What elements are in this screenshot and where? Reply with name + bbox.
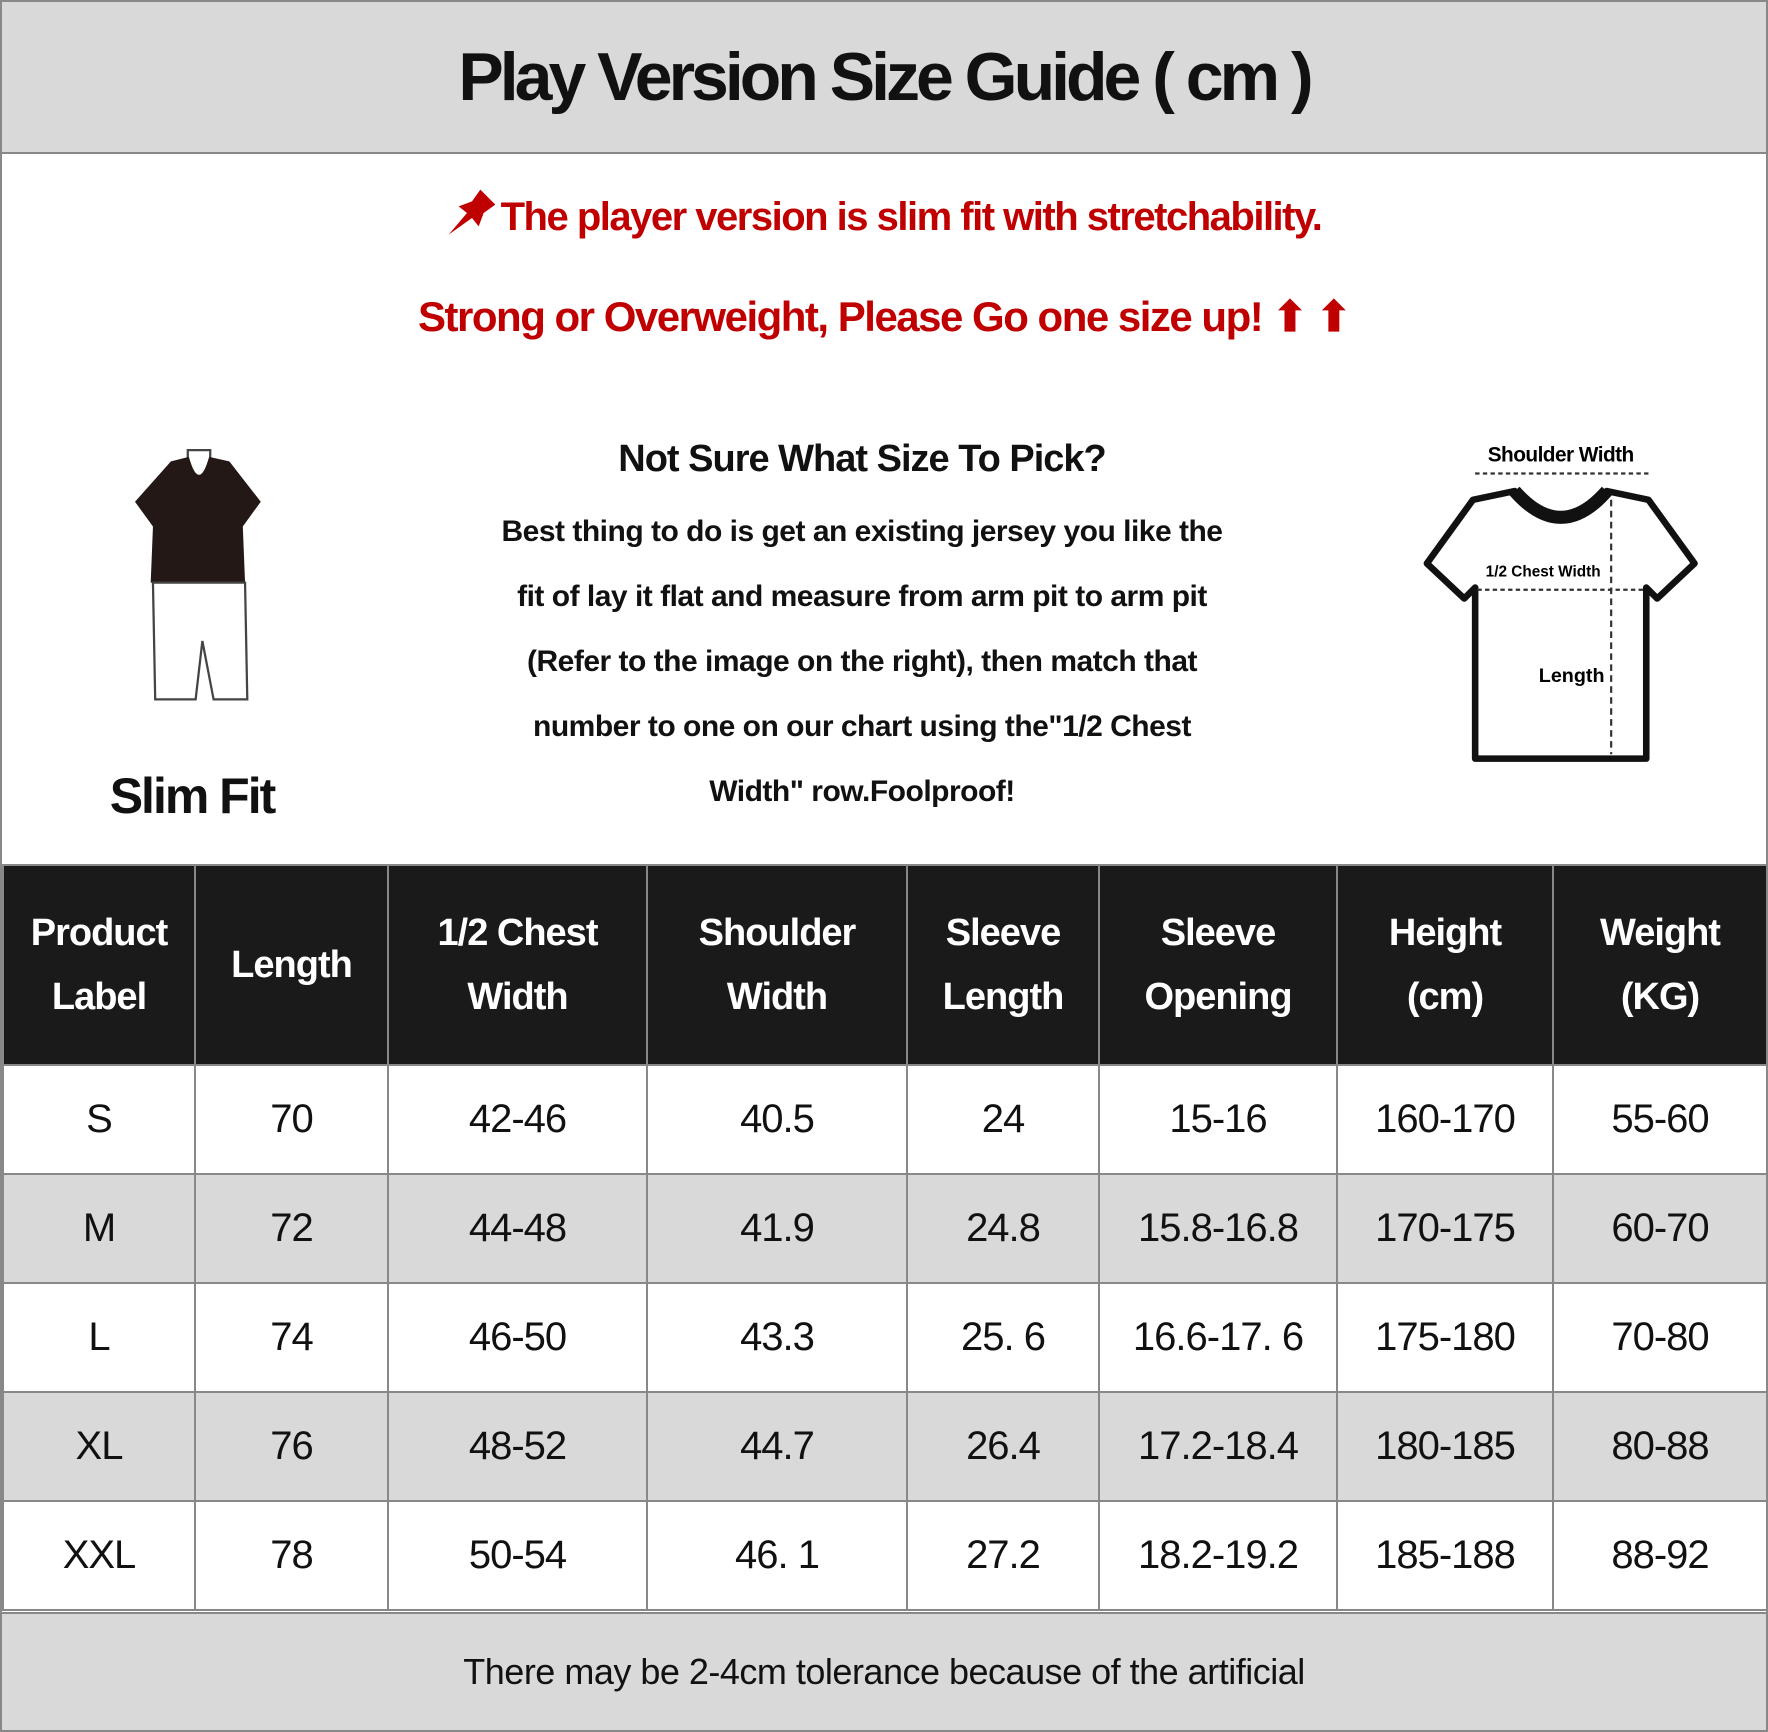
table-cell: 185-188	[1336, 1500, 1554, 1611]
pushpin-icon	[448, 189, 495, 235]
table-cell: 24	[906, 1064, 1100, 1175]
table-cell: 70	[194, 1064, 389, 1175]
table-cell: 76	[194, 1391, 389, 1502]
column-header-line: (cm)	[1406, 976, 1484, 1018]
guide-text: Best thing to do is get an existing jers…	[292, 499, 1432, 824]
table-cell: 48-52	[387, 1391, 648, 1502]
table-cell: 170-175	[1336, 1173, 1554, 1284]
guide-line: Best thing to do is get an existing jers…	[501, 515, 1224, 548]
column-header-line: Weight	[1600, 912, 1721, 954]
table-cell: 43.3	[646, 1282, 908, 1393]
table-cell: 160-170	[1336, 1064, 1554, 1175]
table-cell: 78	[194, 1500, 389, 1611]
table-cell: 175-180	[1336, 1282, 1554, 1393]
column-header-line: Opening	[1144, 976, 1292, 1018]
table-cell: XL	[2, 1391, 196, 1502]
column-header-line: Width	[467, 976, 568, 1018]
table-cell: 44.7	[646, 1391, 908, 1502]
table-cell: 180-185	[1336, 1391, 1554, 1502]
tshirt-diagram-icon: Shoulder Width 1/2 Chest Width Length	[1423, 443, 1698, 762]
table-cell: 15-16	[1098, 1064, 1338, 1175]
fit-label: Slim Fit	[109, 768, 277, 824]
table-cell: 24.8	[906, 1173, 1100, 1284]
column-header-line: Height	[1388, 912, 1502, 954]
guide-line: fit of lay it flat and measure from arm …	[517, 580, 1207, 613]
table-cell: 18.2-19.2	[1098, 1500, 1338, 1611]
column-header-line: Label	[51, 976, 147, 1018]
table-cell: XXL	[2, 1500, 196, 1611]
table-cell: 46-50	[387, 1282, 648, 1393]
guide-line: Width" row.Foolproof!	[709, 775, 1015, 808]
column-header: Shoulder Width	[646, 864, 908, 1066]
page-title: Play Version Size Guide ( cm )	[2, 2, 1766, 154]
table-cell: 46. 1	[646, 1500, 908, 1611]
table-cell: 17.2-18.4	[1098, 1391, 1338, 1502]
table-row: S 70 42-46 40.5 24 15-16 160-170 55-60	[2, 1064, 1768, 1175]
table-cell: 60-70	[1552, 1173, 1768, 1284]
column-header-line: Length	[231, 944, 353, 986]
chest-width-label: 1/2 Chest Width	[1486, 564, 1601, 581]
table-cell: 41.9	[646, 1173, 908, 1284]
table-cell: 80-88	[1552, 1391, 1768, 1502]
table-cell: 15.8-16.8	[1098, 1173, 1338, 1284]
table-cell: 26.4	[906, 1391, 1100, 1502]
table-cell: M	[2, 1173, 196, 1284]
table-cell: 72	[194, 1173, 389, 1284]
table-cell: 25. 6	[906, 1282, 1100, 1393]
length-label: Length	[1539, 665, 1605, 687]
notice-line-1: The player version is slim fit with stre…	[2, 188, 1766, 240]
table-cell: S	[2, 1064, 196, 1175]
notice-line-2: Strong or Overweight, Please Go one size…	[418, 293, 1351, 340]
column-header: Sleeve Length	[906, 864, 1100, 1066]
table-cell: 70-80	[1552, 1282, 1768, 1393]
table-cell: 42-46	[387, 1064, 648, 1175]
table-cell: 40.5	[646, 1064, 908, 1175]
column-header: 1/2 Chest Width	[387, 864, 648, 1066]
column-header-line: Product	[30, 912, 169, 954]
slim-fit-figure-icon	[134, 448, 261, 701]
table-cell: 74	[194, 1282, 389, 1393]
column-header-line: Shoulder	[698, 912, 857, 954]
table-row: M 72 44-48 41.9 24.8 15.8-16.8 170-175 60-70	[2, 1173, 1768, 1284]
column-header: Sleeve Opening	[1098, 864, 1338, 1066]
column-header-line: Length	[942, 976, 1065, 1018]
table-cell: 50-54	[387, 1500, 648, 1611]
table-row: L 74 46-50 43.3 25. 6 16.6-17. 6 175-180 70-80	[2, 1282, 1768, 1393]
table-cell: L	[2, 1282, 196, 1393]
table-cell: 27.2	[906, 1500, 1100, 1611]
table-cell: 16.6-17. 6	[1098, 1282, 1338, 1393]
column-header: Product Label	[2, 864, 196, 1066]
table-row: XL 76 48-52 44.7 26.4 17.2-18.4 180-185 80-88	[2, 1391, 1768, 1502]
column-header: Height (cm)	[1336, 864, 1554, 1066]
size-table: Product Label Length 1/2 Chest Width Shoulder…	[2, 864, 1768, 1611]
column-header-line: 1/2 Chest	[437, 912, 599, 954]
table-cell: 44-48	[387, 1173, 648, 1284]
guide-line: (Refer to the image on the right), then …	[526, 645, 1198, 678]
header-row: Product Label Length 1/2 Chest Width Shoulder…	[2, 864, 1768, 1066]
table-cell: 55-60	[1552, 1064, 1768, 1175]
table-row: XXL 78 50-54 46. 1 27.2 18.2-19.2 185-188 88-92	[2, 1500, 1768, 1611]
column-header: Length	[194, 864, 389, 1066]
shoulder-width-label: Shoulder Width	[1488, 443, 1634, 466]
tolerance-note: There may be 2-4cm tolerance because of …	[2, 1612, 1766, 1730]
guide-line: number to one on our chart using the"1/2…	[533, 710, 1191, 743]
column-header: Weight (KG)	[1552, 864, 1768, 1066]
column-header-line: (KG)	[1620, 976, 1700, 1018]
column-header-line: Sleeve	[945, 912, 1061, 954]
column-header-line: Sleeve	[1160, 912, 1276, 954]
column-header-line: Width	[726, 976, 828, 1018]
guide-question: Not Sure What Size To Pick?	[618, 438, 1106, 480]
table-cell: 88-92	[1552, 1500, 1768, 1611]
